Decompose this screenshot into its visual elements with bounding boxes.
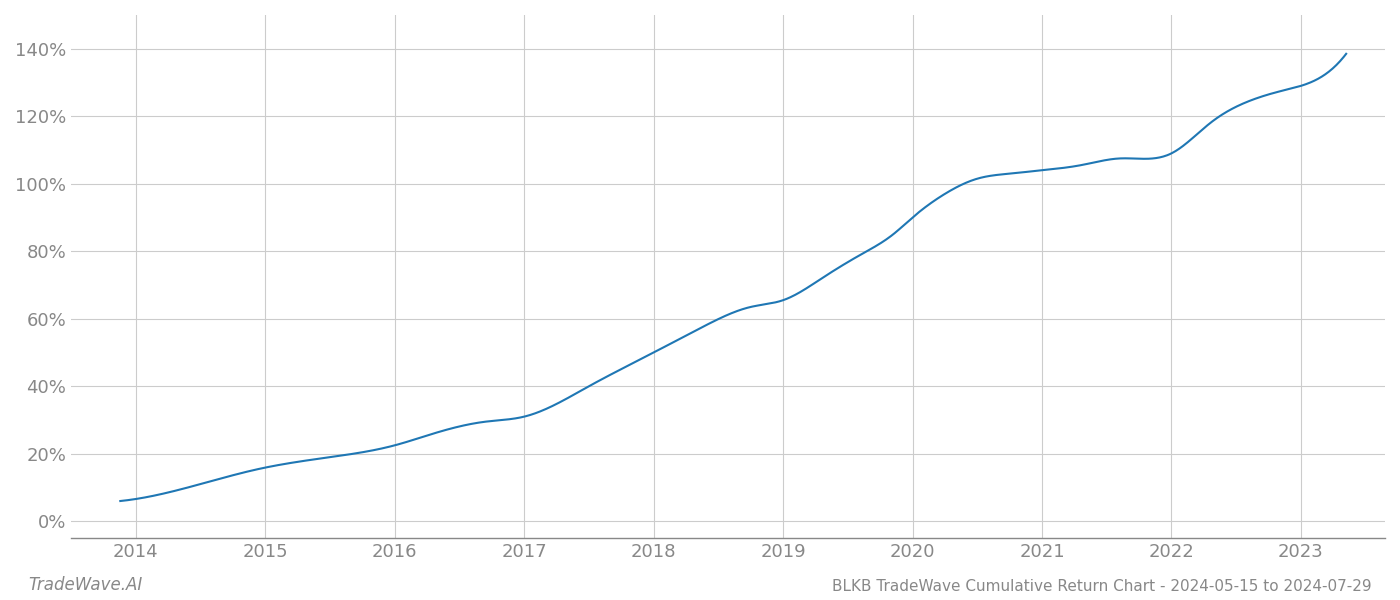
Text: TradeWave.AI: TradeWave.AI [28, 576, 143, 594]
Text: BLKB TradeWave Cumulative Return Chart - 2024-05-15 to 2024-07-29: BLKB TradeWave Cumulative Return Chart -… [833, 579, 1372, 594]
